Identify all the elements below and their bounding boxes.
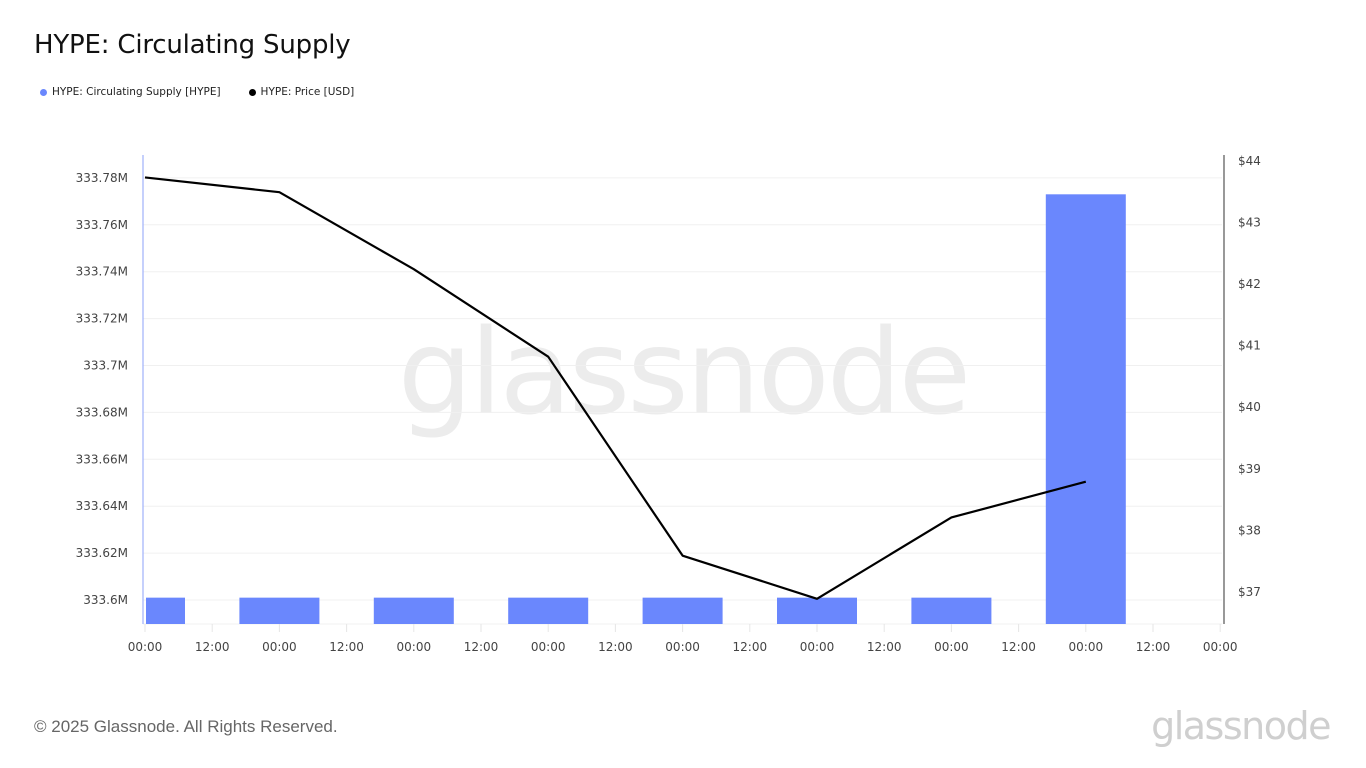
left-axis-tick-label: 333.6M xyxy=(83,593,128,607)
glassnode-logo: glassnode xyxy=(1151,704,1331,748)
left-axis-tick-label: 333.68M xyxy=(76,405,128,419)
legend-item-price[interactable]: HYPE: Price [USD] xyxy=(248,86,355,98)
right-axis-tick-label: $44 xyxy=(1238,154,1261,168)
supply-bar[interactable] xyxy=(911,597,992,624)
chart-title: HYPE: Circulating Supply xyxy=(34,30,351,60)
supply-bar[interactable] xyxy=(146,597,185,624)
left-axis-tick-label: 333.64M xyxy=(76,499,128,513)
axes xyxy=(142,155,1225,624)
left-axis-tick-label: 333.7M xyxy=(83,359,128,373)
x-axis-tick-label: 00:00 xyxy=(934,640,969,654)
left-axis-tick-label: 333.78M xyxy=(76,171,128,185)
chart-plot[interactable]: glassnode 333.78M333.76M333.74M333.72M33… xyxy=(0,0,1366,700)
x-axis-tick-label: 12:00 xyxy=(1136,640,1171,654)
x-axis-tick-label: 00:00 xyxy=(1069,640,1104,654)
right-axis-tick-label: $37 xyxy=(1238,585,1261,599)
supply-bars xyxy=(146,194,1126,624)
supply-bar[interactable] xyxy=(239,597,320,624)
x-axis-tick-label: 12:00 xyxy=(464,640,499,654)
legend-dot-icon xyxy=(40,88,47,96)
legend-dot-icon xyxy=(248,88,256,96)
right-axis-tick-label: $41 xyxy=(1238,339,1261,353)
supply-bar[interactable] xyxy=(508,597,589,624)
legend-item-supply[interactable]: HYPE: Circulating Supply [HYPE] xyxy=(40,86,221,98)
right-axis-tick-label: $40 xyxy=(1238,400,1261,414)
x-axis-tick-label: 00:00 xyxy=(262,640,297,654)
left-axis-tick-label: 333.74M xyxy=(76,265,128,279)
supply-bar[interactable] xyxy=(642,597,723,624)
left-axis-tick-label: 333.62M xyxy=(76,546,128,560)
watermark: glassnode xyxy=(398,303,968,441)
x-axis-tick-label: 00:00 xyxy=(128,640,163,654)
x-axis-tick-label: 00:00 xyxy=(800,640,835,654)
x-axis-tick-label: 00:00 xyxy=(397,640,432,654)
right-axis-tick-label: $42 xyxy=(1238,277,1261,291)
left-axis-tick-label: 333.72M xyxy=(76,312,128,326)
supply-bar[interactable] xyxy=(1045,194,1126,624)
legend-label: HYPE: Circulating Supply [HYPE] xyxy=(52,86,221,98)
price-line xyxy=(144,176,1087,600)
x-axis-tick-label: 12:00 xyxy=(195,640,230,654)
left-axis-ticks: 333.78M 333.76M 333.74M 333.72M 333.7M 333.68… xyxy=(76,171,128,607)
x-axis-tick-label: 12:00 xyxy=(1001,640,1036,654)
right-axis-tick-label: $39 xyxy=(1238,462,1261,476)
x-axis-tick-label: 12:00 xyxy=(867,640,902,654)
left-axis-tick-label: 333.76M xyxy=(76,218,128,232)
supply-bar[interactable] xyxy=(373,597,454,624)
x-axis-tick-label: 00:00 xyxy=(531,640,566,654)
copyright: © 2025 Glassnode. All Rights Reserved. xyxy=(34,717,338,736)
x-axis-tick-label: 00:00 xyxy=(665,640,700,654)
x-axis-tick-label: 12:00 xyxy=(733,640,768,654)
x-axis-tick-label: 12:00 xyxy=(329,640,364,654)
x-axis-tick-label: 00:00 xyxy=(1203,640,1238,654)
supply-bar[interactable] xyxy=(777,597,857,624)
x-axis-tick-label: 12:00 xyxy=(598,640,633,654)
right-axis-tick-label: $38 xyxy=(1238,523,1261,537)
x-axis-ticks: 00:00 12:00 00:00 12:00 00:00 12:00 00:00 12:00… xyxy=(128,624,1238,654)
legend: HYPE: Circulating Supply [HYPE] HYPE: Pr… xyxy=(40,86,354,98)
right-axis-ticks: $44 $43 $42 $41 $40 $39 $38 $37 xyxy=(1238,154,1261,599)
legend-label: HYPE: Price [USD] xyxy=(260,86,355,98)
right-axis-tick-label: $43 xyxy=(1238,215,1261,229)
left-axis-tick-label: 333.66M xyxy=(76,452,128,466)
